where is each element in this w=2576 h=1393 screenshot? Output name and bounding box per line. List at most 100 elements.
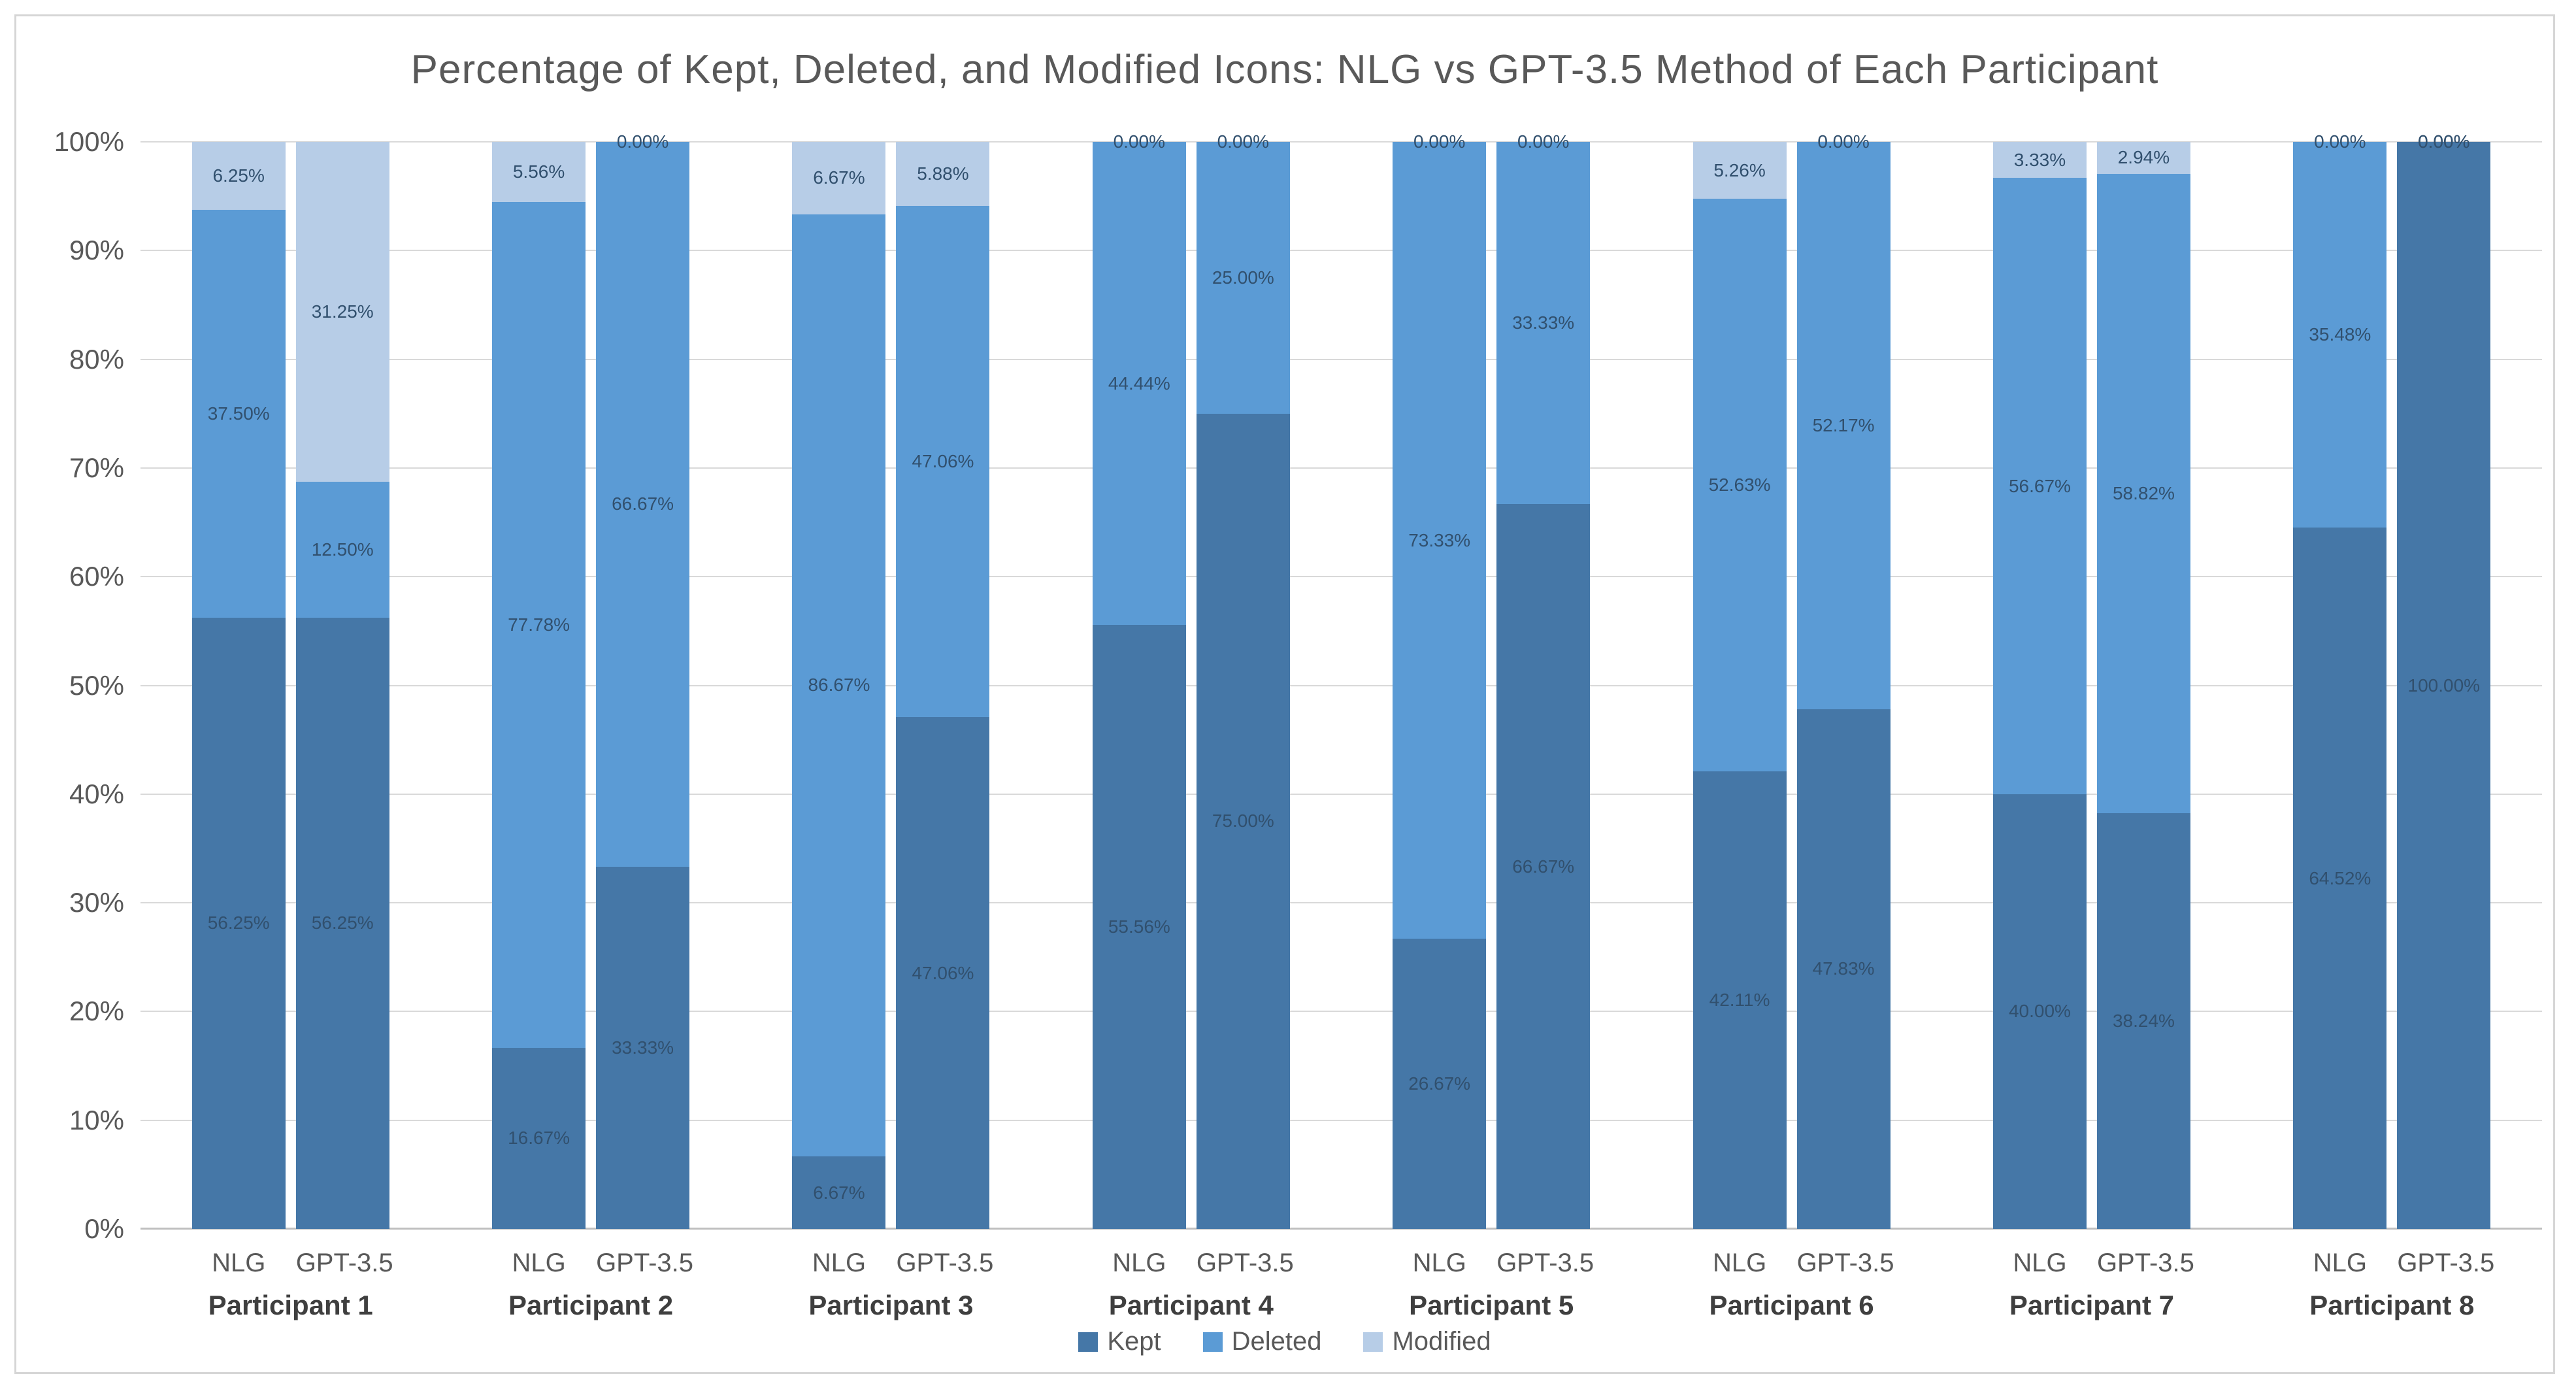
bar-segment-kept[interactable]: [896, 717, 990, 1229]
method-label-cell: NLG GPT-3.5: [2242, 1249, 2542, 1281]
bar-segment-kept[interactable]: [295, 617, 389, 1229]
bar-gpt-3.5[interactable]: 47.83% 52.17% 0.00%: [1796, 131, 1891, 1229]
bar-segment-kept[interactable]: [2397, 142, 2491, 1229]
method-label-pair: NLG GPT-3.5: [1693, 1249, 1894, 1278]
bar-nlg[interactable]: 42.11% 52.63% 5.26%: [1693, 142, 1787, 1229]
data-label-deleted: 52.63%: [1708, 475, 1771, 495]
data-label-kept: 56.25%: [207, 913, 270, 933]
data-label-kept: 16.67%: [508, 1128, 570, 1149]
bar-nlg[interactable]: 40.00% 56.67% 3.33%: [1992, 142, 2087, 1229]
data-label-deleted: 35.48%: [2309, 324, 2371, 345]
gridline: [140, 576, 2542, 578]
bar-nlg[interactable]: 55.56% 44.44% 0.00%: [1092, 131, 1186, 1229]
bar-nlg[interactable]: 64.52% 35.48% 0.00%: [2293, 131, 2387, 1229]
bar-segment-modified[interactable]: [2096, 142, 2190, 174]
bar-segment-deleted[interactable]: [1196, 142, 1290, 414]
bar-segment-kept[interactable]: [1496, 504, 1591, 1229]
bar-gpt-3.5[interactable]: 66.67% 33.33% 0.00%: [1496, 131, 1591, 1229]
bar-segment-deleted[interactable]: [596, 142, 690, 867]
bar-segment-deleted[interactable]: [492, 202, 586, 1048]
bar-segment-modified[interactable]: [1992, 142, 2087, 178]
method-label-cell: NLG GPT-3.5: [140, 1249, 440, 1281]
bar-segment-kept[interactable]: [191, 617, 286, 1229]
bar-pair: 16.67% 77.78% 5.56% 33.33% 66.67% 0.00%: [492, 131, 690, 1229]
bar-group: 56.25% 37.50% 6.25% 56.25% 12.50% 31.25%: [140, 142, 440, 1229]
bar-segment-deleted[interactable]: [2293, 142, 2387, 528]
bar-segment-modified[interactable]: [896, 142, 990, 206]
bar-segment-kept[interactable]: [492, 1047, 586, 1229]
bar-segment-modified[interactable]: [492, 141, 586, 203]
method-label-nlg: NLG: [512, 1249, 566, 1277]
method-label-nlg: NLG: [2313, 1249, 2367, 1277]
bar-segment-kept[interactable]: [792, 1156, 886, 1229]
gridline: [140, 467, 2542, 469]
data-label-modified: 5.88%: [917, 163, 969, 184]
bar-pair: 64.52% 35.48% 0.00% 100.00% 0.00% 0.00%: [2293, 131, 2491, 1229]
bar-segment-kept[interactable]: [2293, 528, 2387, 1229]
bar-nlg[interactable]: 6.67% 86.67% 6.67%: [792, 141, 886, 1229]
bar-gpt-3.5[interactable]: 33.33% 66.67% 0.00%: [596, 131, 690, 1229]
bar-gpt-3.5[interactable]: 47.06% 47.06% 5.88%: [896, 142, 990, 1229]
bar-nlg[interactable]: 56.25% 37.50% 6.25%: [191, 142, 286, 1229]
bar-segment-modified[interactable]: [191, 142, 286, 210]
bar-nlg[interactable]: 16.67% 77.78% 5.56%: [492, 141, 586, 1229]
y-axis-tick-label: 80%: [69, 343, 124, 375]
bar-segment-modified[interactable]: [295, 142, 389, 482]
bar-segment-kept[interactable]: [1693, 771, 1787, 1229]
bar-segment-kept[interactable]: [1196, 413, 1290, 1229]
bar-segment-deleted[interactable]: [896, 205, 990, 718]
bar-nlg[interactable]: 26.67% 73.33% 0.00%: [1393, 131, 1487, 1229]
data-label-modified: 6.25%: [212, 165, 265, 186]
data-label-deleted: 73.33%: [1408, 529, 1471, 550]
bar-gpt-3.5[interactable]: 75.00% 25.00% 0.00%: [1196, 131, 1290, 1229]
data-label-modified: 0.00%: [1113, 131, 1166, 152]
bar-segment-deleted[interactable]: [1693, 199, 1787, 771]
bar-segment-kept[interactable]: [2096, 813, 2190, 1229]
data-label-deleted: 25.00%: [1212, 267, 1274, 288]
bar-segment-modified[interactable]: [1693, 142, 1787, 199]
bar-segment-kept[interactable]: [1992, 794, 2087, 1229]
legend-item-modified[interactable]: Modified: [1363, 1327, 1491, 1356]
method-label-pair: NLG GPT-3.5: [192, 1249, 393, 1278]
data-label-kept: 47.06%: [912, 962, 974, 983]
bar-group: 26.67% 73.33% 0.00% 66.67% 33.33% 0.00%: [1342, 131, 1642, 1229]
method-label-cell: NLG GPT-3.5: [1941, 1249, 2241, 1281]
bar-segment-kept[interactable]: [1393, 939, 1487, 1229]
bar-segment-deleted[interactable]: [1992, 178, 2087, 794]
bar-segment-deleted[interactable]: [792, 214, 886, 1157]
gridline: [140, 141, 2542, 143]
data-label-modified: 0.00%: [1217, 131, 1270, 152]
bar-gpt-3.5[interactable]: 100.00% 0.00% 0.00%: [2397, 131, 2491, 1229]
data-label-deleted: 86.67%: [808, 675, 870, 696]
bar-segment-kept[interactable]: [596, 866, 690, 1229]
data-label-kept: 64.52%: [2309, 867, 2371, 888]
method-label-gpt-3.5: GPT-3.5: [295, 1249, 393, 1277]
bar-gpt-3.5[interactable]: 38.24% 58.82% 2.94%: [2096, 142, 2190, 1229]
data-label-kept: 56.25%: [311, 913, 374, 933]
bar-gpt-3.5[interactable]: 56.25% 12.50% 31.25%: [295, 142, 389, 1229]
y-axis-tick-label: 90%: [69, 235, 124, 266]
legend-item-kept[interactable]: Kept: [1078, 1327, 1161, 1356]
bar-segment-deleted[interactable]: [1092, 142, 1186, 626]
method-label-pair: NLG GPT-3.5: [1393, 1249, 1594, 1278]
bar-segment-deleted[interactable]: [1796, 142, 1891, 709]
method-label-gpt-3.5: GPT-3.5: [2397, 1249, 2495, 1277]
bar-segment-kept[interactable]: [1092, 625, 1186, 1229]
bar-segment-deleted[interactable]: [295, 481, 389, 618]
method-label-nlg: NLG: [212, 1249, 266, 1277]
bar-segment-modified[interactable]: [792, 141, 886, 214]
bar-segment-kept[interactable]: [1796, 709, 1891, 1229]
participant-label: Participant 7: [2009, 1290, 2174, 1320]
bar-segment-deleted[interactable]: [1496, 142, 1591, 505]
method-label-cell: NLG GPT-3.5: [440, 1249, 740, 1281]
y-axis-tick-label: 0%: [84, 1213, 124, 1244]
bar-segment-deleted[interactable]: [191, 209, 286, 618]
method-label-nlg: NLG: [2013, 1249, 2067, 1277]
y-axis-tick-label: 70%: [69, 452, 124, 483]
legend-label-kept: Kept: [1107, 1327, 1161, 1356]
legend-item-deleted[interactable]: Deleted: [1202, 1327, 1322, 1356]
bar-segment-deleted[interactable]: [2096, 173, 2190, 814]
method-label-cell: NLG GPT-3.5: [1041, 1249, 1341, 1281]
bar-segment-deleted[interactable]: [1393, 142, 1487, 939]
legend-label-deleted: Deleted: [1231, 1327, 1322, 1356]
